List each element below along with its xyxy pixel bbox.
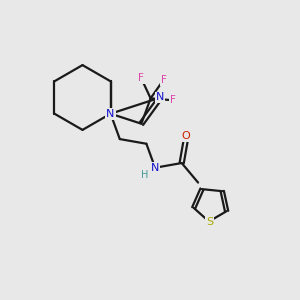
Text: N: N bbox=[156, 92, 165, 103]
Text: S: S bbox=[206, 217, 213, 227]
Text: N: N bbox=[151, 163, 159, 173]
Text: O: O bbox=[182, 131, 190, 141]
Text: H: H bbox=[141, 170, 148, 180]
Text: F: F bbox=[160, 75, 166, 85]
Text: N: N bbox=[106, 109, 115, 119]
Text: F: F bbox=[138, 73, 144, 83]
Text: F: F bbox=[170, 95, 176, 105]
